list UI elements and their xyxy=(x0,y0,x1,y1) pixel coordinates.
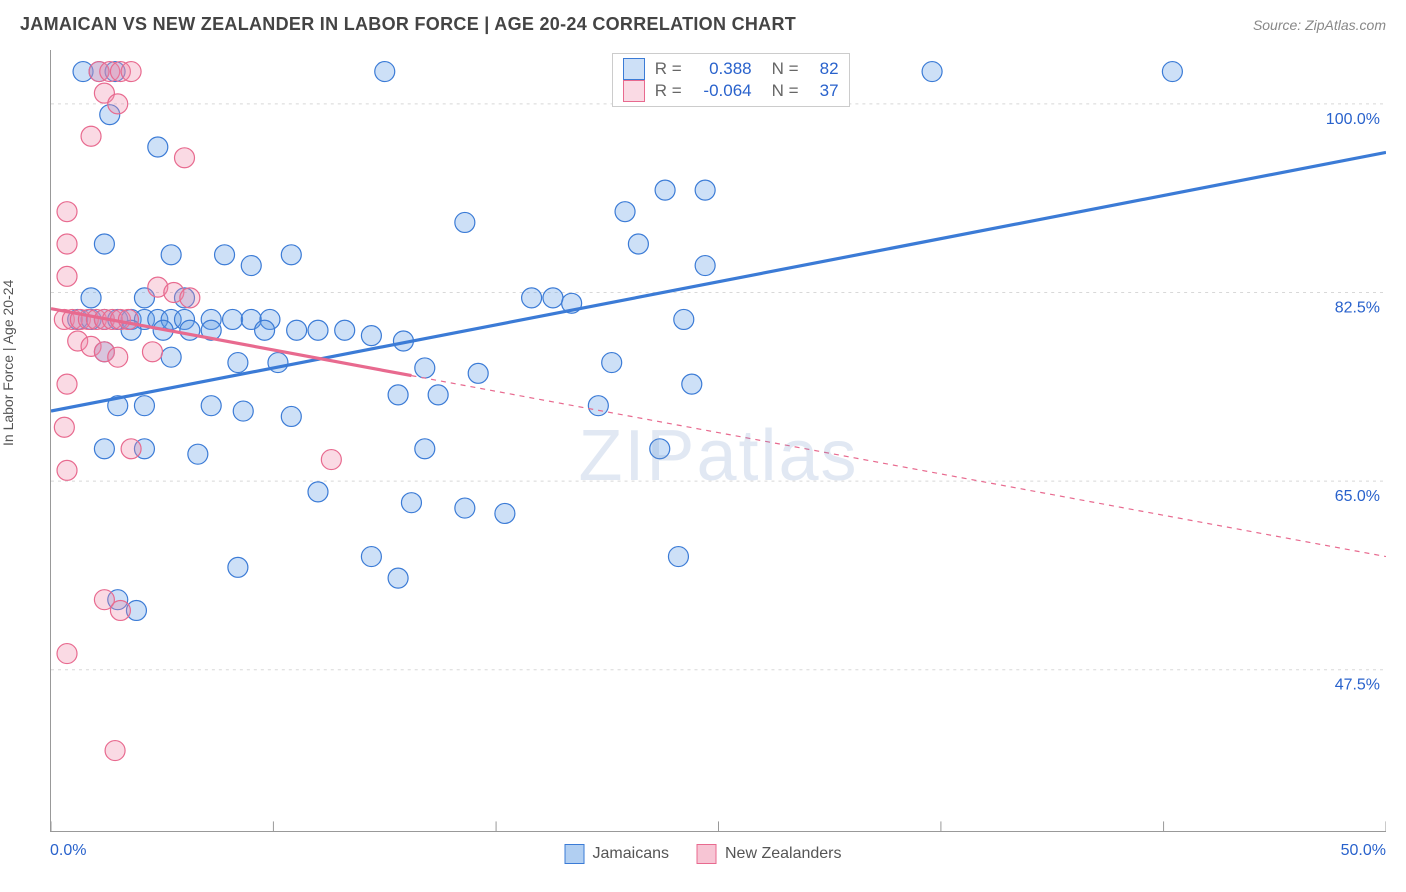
legend-label: Jamaicans xyxy=(593,845,669,863)
svg-text:82.5%: 82.5% xyxy=(1335,299,1380,316)
legend-label: New Zealanders xyxy=(725,845,842,863)
n-value: 82 xyxy=(809,59,839,79)
legend-swatch xyxy=(565,844,585,864)
x-axis-max-label: 50.0% xyxy=(1341,842,1386,860)
r-label: R = xyxy=(655,59,682,79)
r-label: R = xyxy=(655,81,682,101)
chart-title: JAMAICAN VS NEW ZEALANDER IN LABOR FORCE… xyxy=(20,14,796,35)
title-bar: JAMAICAN VS NEW ZEALANDER IN LABOR FORCE… xyxy=(0,0,1406,45)
n-value: 37 xyxy=(809,81,839,101)
correlation-legend-row: R = -0.064 N = 37 xyxy=(623,80,839,102)
r-value: -0.064 xyxy=(692,81,752,101)
legend-swatch xyxy=(623,80,645,102)
correlation-legend: R = 0.388 N = 82 R = -0.064 N = 37 xyxy=(612,53,850,107)
n-label: N = xyxy=(772,59,799,79)
series-legend: Jamaicans New Zealanders xyxy=(565,844,842,864)
legend-swatch xyxy=(623,58,645,80)
source-attribution: Source: ZipAtlas.com xyxy=(1253,17,1386,33)
legend-swatch xyxy=(697,844,717,864)
svg-text:65.0%: 65.0% xyxy=(1335,488,1380,505)
n-label: N = xyxy=(772,81,799,101)
svg-text:100.0%: 100.0% xyxy=(1326,111,1380,128)
correlation-legend-row: R = 0.388 N = 82 xyxy=(623,58,839,80)
x-axis-min-label: 0.0% xyxy=(50,842,86,860)
legend-item: New Zealanders xyxy=(697,844,842,864)
y-axis-label: In Labor Force | Age 20-24 xyxy=(0,280,16,446)
r-value: 0.388 xyxy=(692,59,752,79)
svg-text:47.5%: 47.5% xyxy=(1335,677,1380,694)
scatter-plot: 47.5% 65.0% 82.5% 100.0% xyxy=(51,50,1386,831)
legend-item: Jamaicans xyxy=(565,844,669,864)
chart-area: 47.5%65.0%82.5%100.0% ZIPatlas R =0.388N… xyxy=(50,50,1386,832)
